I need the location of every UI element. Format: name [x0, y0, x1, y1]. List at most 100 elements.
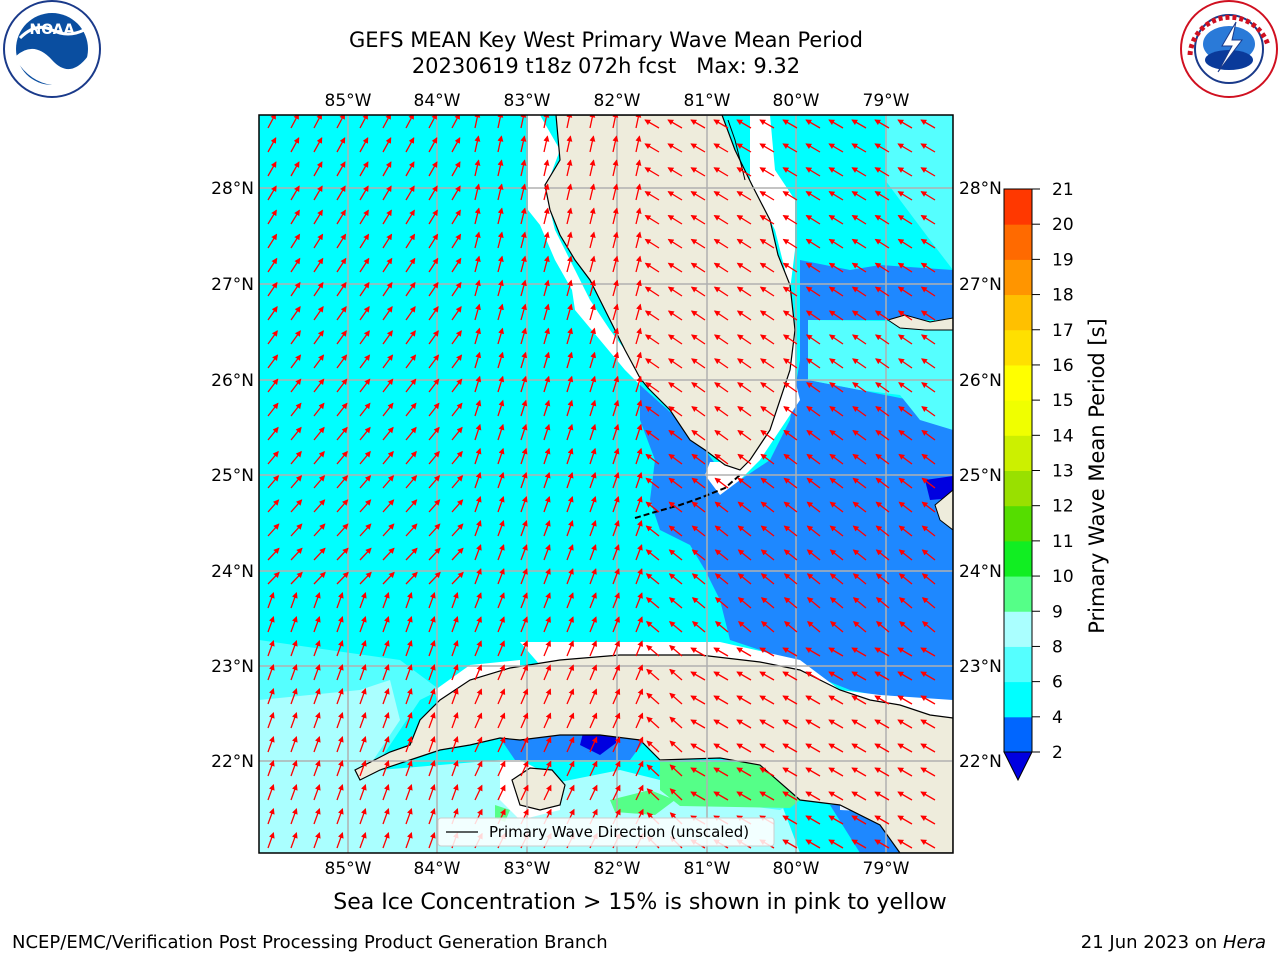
wave-arrow — [736, 167, 752, 177]
wave-arrow — [336, 354, 348, 369]
wave-arrow — [428, 736, 436, 753]
wave-arrow — [405, 571, 418, 585]
wave-arrow — [405, 760, 413, 777]
wave-arrow — [668, 477, 683, 489]
wave-arrow — [520, 255, 527, 273]
wave-arrow — [805, 310, 821, 321]
wave-arrow — [359, 547, 372, 561]
wave-arrow — [589, 712, 598, 729]
wave-arrow — [267, 354, 279, 369]
wave-arrow — [874, 334, 890, 345]
wave-arrow — [691, 501, 706, 513]
wave-arrow — [690, 262, 706, 273]
wave-arrow — [267, 808, 275, 825]
wave-arrow — [566, 115, 573, 129]
wave-arrow — [690, 767, 706, 777]
wave-arrow — [267, 499, 280, 513]
wave-arrow — [428, 592, 436, 609]
wave-arrow — [336, 281, 347, 297]
wave-arrow — [690, 743, 706, 753]
wave-arrow — [589, 279, 596, 297]
wave-arrow — [667, 214, 683, 225]
wave-arrow — [644, 167, 660, 177]
wave-arrow — [713, 695, 729, 705]
wave-arrow — [290, 592, 298, 609]
wave-arrow — [783, 382, 798, 393]
wave-arrow — [921, 621, 936, 633]
wave-arrow — [566, 159, 573, 177]
wave-arrow — [759, 334, 775, 345]
colorbar-band — [1004, 611, 1032, 647]
wave-arrow — [566, 640, 574, 657]
wave-arrow — [451, 499, 464, 513]
wave-arrow — [428, 137, 438, 153]
wave-arrow — [852, 382, 867, 393]
wave-arrow — [589, 471, 597, 489]
wave-arrow — [782, 671, 798, 681]
lat-label: 27°N — [959, 275, 1002, 295]
wave-arrow — [851, 214, 867, 225]
wave-arrow — [898, 597, 913, 609]
wave-arrow — [759, 791, 775, 801]
wave-arrow — [713, 262, 729, 273]
wave-arrow — [714, 382, 729, 393]
wave-arrow — [336, 592, 344, 609]
wave-arrow — [543, 495, 551, 513]
wave-arrow — [714, 453, 729, 465]
colorbar-band — [1004, 329, 1032, 366]
wave-arrow — [451, 475, 464, 489]
wave-arrow — [382, 523, 395, 537]
wave-arrow — [290, 209, 300, 225]
wave-arrow — [474, 520, 482, 537]
wave-arrow — [874, 214, 890, 225]
wave-arrow — [428, 616, 436, 633]
wave-arrow — [336, 664, 344, 681]
wave-arrow — [635, 664, 644, 681]
colorbar-tick-label: 15 — [1052, 391, 1074, 411]
wave-arrow — [806, 429, 821, 441]
wave-arrow — [267, 378, 279, 393]
wave-arrow — [668, 429, 683, 441]
wave-arrow — [359, 281, 370, 297]
wave-arrow — [737, 621, 752, 633]
wave-arrow — [635, 760, 644, 777]
wave-arrow — [806, 501, 821, 513]
wave-arrow — [497, 712, 506, 729]
wave-arrow — [497, 327, 504, 345]
wave-arrow — [543, 279, 550, 297]
wave-arrow — [920, 791, 936, 801]
wave-arrow — [851, 719, 867, 729]
wave-arrow — [267, 475, 280, 489]
wave-arrow — [806, 477, 821, 489]
wave-arrow — [612, 544, 620, 561]
wave-arrow — [713, 767, 729, 777]
wave-arrow — [290, 571, 303, 585]
wave-arrow — [428, 499, 441, 513]
wave-arrow — [714, 358, 729, 369]
wave-arrow — [829, 621, 844, 633]
wave-arrow — [644, 214, 660, 225]
wave-arrow — [589, 303, 596, 321]
colorbar-band — [1004, 189, 1032, 225]
wave-arrow — [313, 712, 321, 729]
wave-arrow — [359, 378, 371, 393]
wave-arrow — [851, 815, 867, 825]
wave-arrow — [497, 135, 504, 153]
wave-arrow — [428, 306, 439, 321]
wave-arrow — [667, 286, 683, 297]
wave-arrow — [805, 791, 821, 801]
wave-arrow — [714, 501, 729, 513]
wave-arrow — [852, 573, 867, 585]
wave-arrow — [851, 647, 867, 657]
wave-arrow — [736, 191, 752, 201]
wave-arrow — [451, 354, 463, 369]
wave-arrow — [874, 310, 890, 321]
wave-arrow — [589, 544, 597, 561]
wave-arrow — [290, 233, 301, 249]
wave-arrow — [612, 115, 619, 129]
wave-arrow — [313, 736, 321, 753]
wave-arrow — [759, 191, 775, 201]
wave-arrow — [736, 262, 752, 273]
wave-arrow — [806, 549, 821, 561]
lon-label: 83°W — [504, 859, 551, 879]
